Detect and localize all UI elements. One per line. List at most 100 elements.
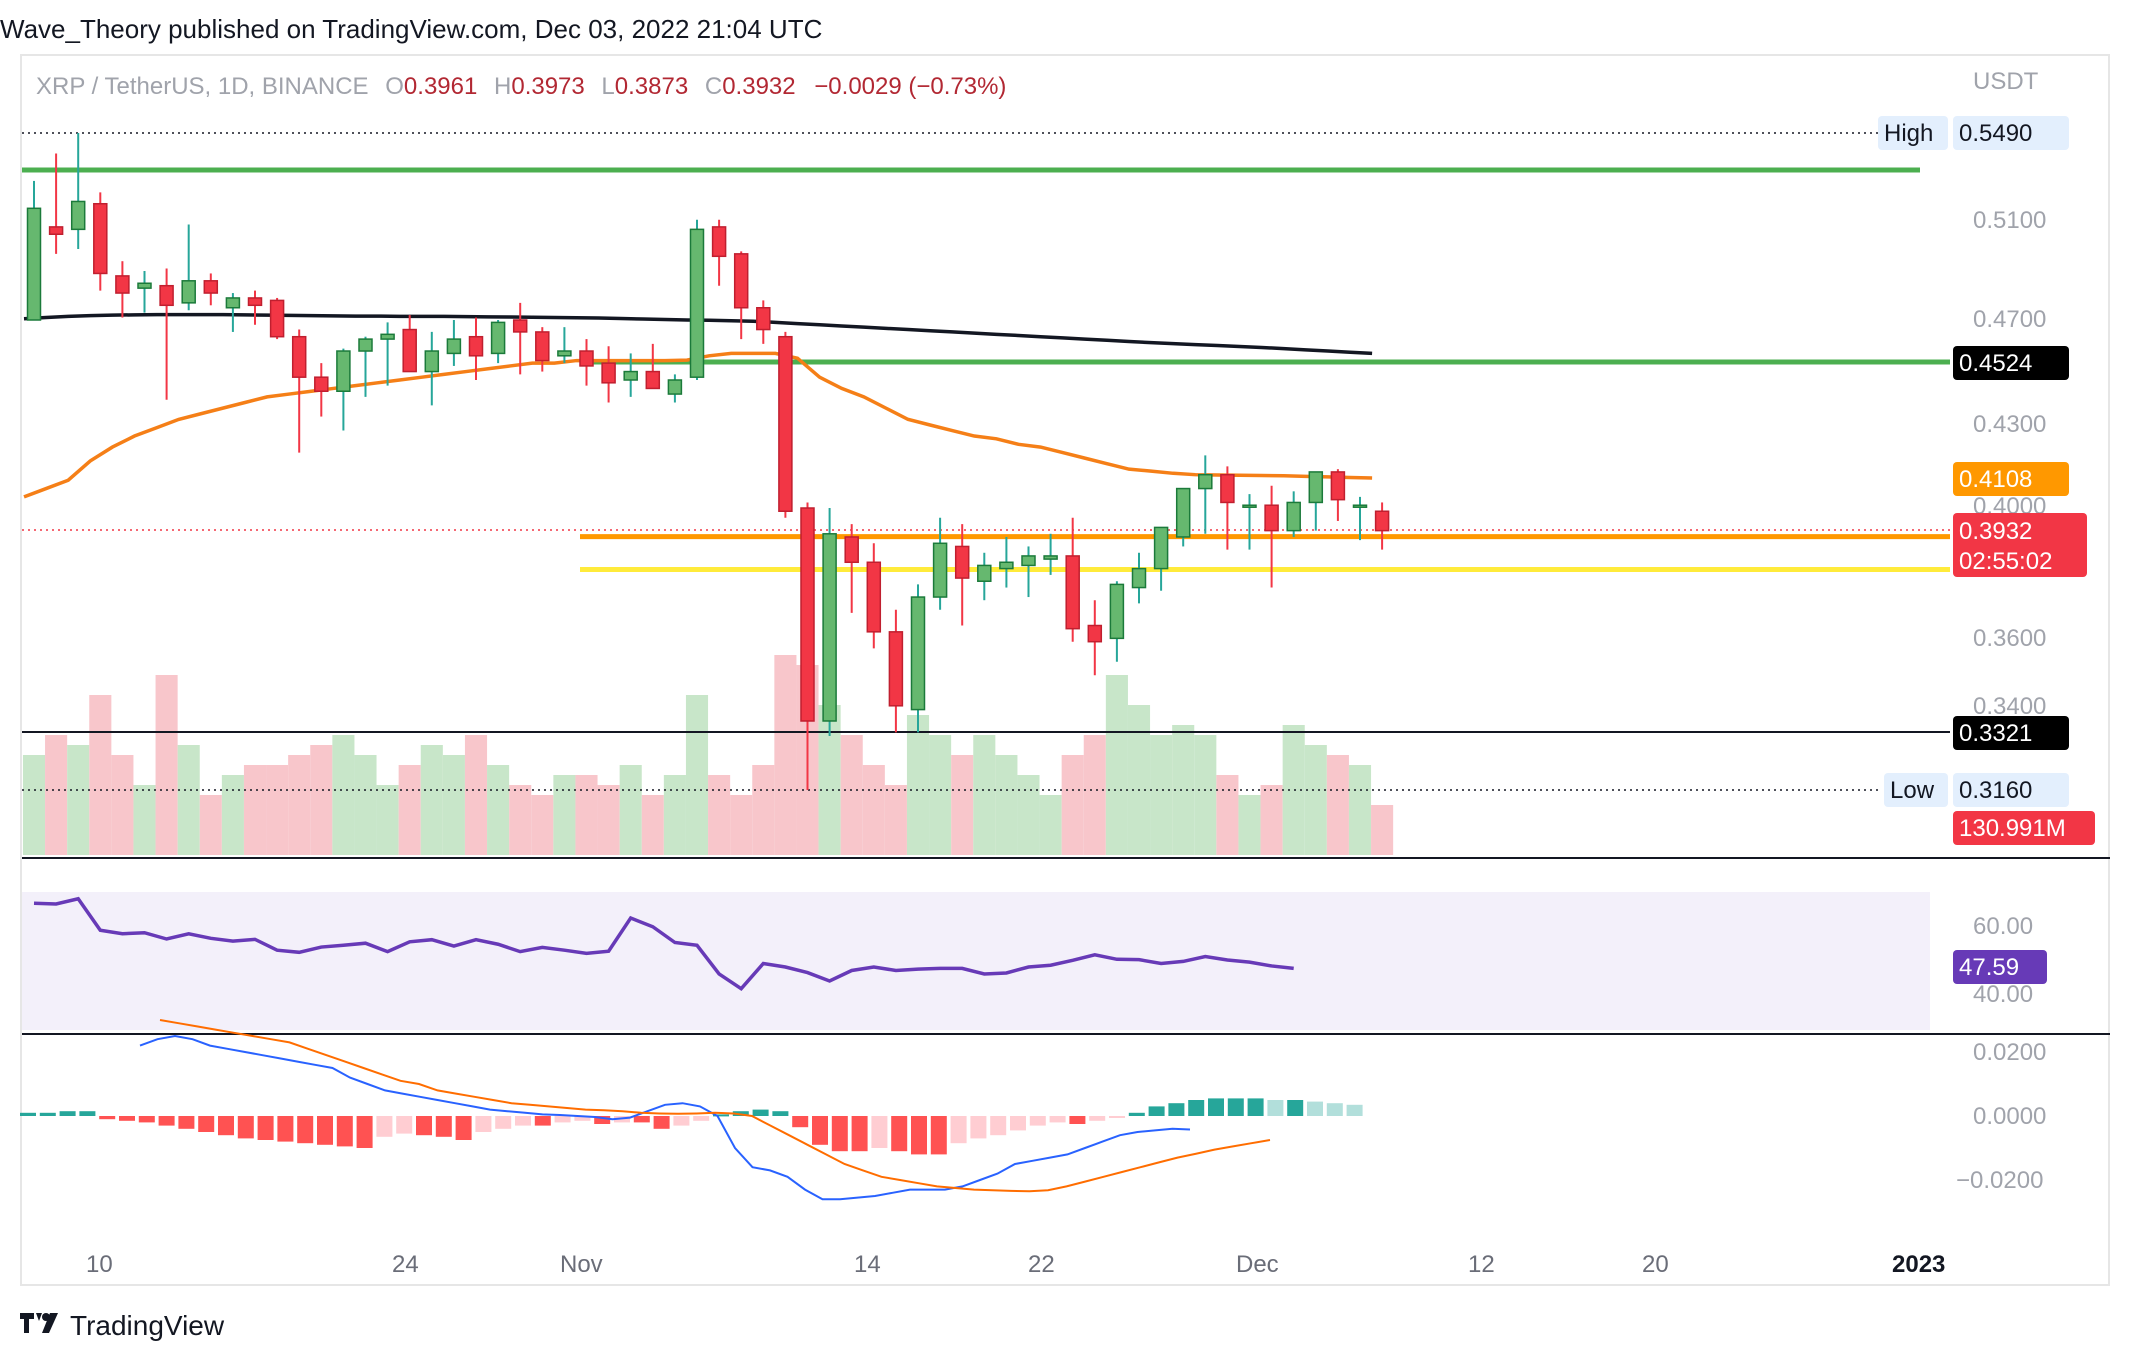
macd-histogram-bar [257, 1116, 274, 1140]
volume-bar [973, 735, 996, 855]
time-axis-tick: Nov [560, 1251, 603, 1278]
macd-histogram-bar [990, 1116, 1007, 1136]
volume-bar [509, 785, 532, 855]
candle [689, 219, 705, 380]
price-axis-unit: USDT [1973, 68, 2039, 95]
candle-body [48, 226, 64, 235]
candle-body [667, 379, 683, 395]
candle-body [645, 370, 661, 390]
macd-histogram-bar [178, 1116, 195, 1129]
candle-body [888, 631, 904, 707]
level-0.4524-label: 0.4524 [1959, 350, 2032, 377]
legend-open-value: 0.3961 [404, 73, 477, 100]
rsi-value-label: 47.59 [1959, 954, 2019, 981]
candle [1330, 469, 1346, 521]
volume-bar [1172, 725, 1195, 855]
candle-body [711, 226, 727, 258]
macd-histogram-bar [891, 1116, 908, 1152]
volume-bar [67, 745, 90, 855]
volume-bar [199, 795, 222, 855]
candle [866, 543, 882, 649]
candle-body [800, 507, 815, 722]
candle-body [822, 533, 837, 722]
macd-histogram-bar [396, 1116, 413, 1134]
macd-histogram-bar [871, 1116, 888, 1148]
volume-bar [597, 785, 620, 855]
candle [844, 524, 859, 613]
candle [1242, 494, 1257, 550]
macd-histogram-bar [772, 1111, 789, 1116]
candle [1087, 600, 1103, 676]
candle [800, 502, 815, 790]
macd-histogram-bar [1049, 1116, 1066, 1123]
volume-bar [1039, 795, 1062, 855]
candle [468, 317, 484, 380]
candle-body [26, 207, 42, 321]
volume-bar [1061, 755, 1084, 855]
axes-layer: USDT0.51000.47000.43000.40000.36000.3400… [86, 68, 2046, 1278]
volume-layer [22, 655, 1394, 855]
candle [888, 609, 904, 733]
macd-histogram-bar [950, 1116, 967, 1144]
candle-body [954, 545, 970, 579]
macd-histogram-bar [119, 1116, 135, 1121]
candle-body [203, 280, 219, 294]
candle-body [733, 253, 749, 309]
macd-line [139, 1034, 1191, 1201]
candle-body [601, 362, 616, 384]
volume-bar [663, 775, 686, 855]
volume-bar [1260, 785, 1283, 855]
candle-body [1286, 501, 1301, 532]
candle [115, 261, 130, 318]
candle [1131, 552, 1147, 604]
candle [159, 268, 174, 400]
price-axis-tick: 0.5100 [1973, 207, 2046, 234]
macd-pane [20, 1019, 1363, 1201]
volume-bar [133, 785, 156, 855]
candle-body [866, 561, 882, 633]
volume-value-label: 130.991M [1959, 815, 2066, 842]
high-value-label: 0.5490 [1959, 120, 2032, 147]
rsi-pane [22, 892, 2110, 1035]
candle-body [1021, 555, 1036, 567]
volume-bar [310, 745, 333, 855]
ma50-value-label: 0.4108 [1959, 466, 2032, 493]
candle-body [314, 376, 329, 392]
candle-body [535, 331, 550, 362]
macd-histogram-bar [851, 1116, 868, 1152]
macd-histogram-bar [673, 1116, 690, 1126]
candle [26, 180, 42, 321]
candle [1043, 533, 1058, 575]
candle [778, 331, 793, 518]
legend-open-label: O [385, 73, 404, 100]
macd-histogram-bar [1168, 1103, 1185, 1116]
price-labels-layer: High 0.5490 0.4524 0.4108 0.3932 02:55:02 0.33… [1878, 116, 2095, 984]
macd-histogram-bar [1346, 1104, 1363, 1116]
macd-histogram-bar [574, 1116, 591, 1121]
macd-histogram-bar [1188, 1100, 1205, 1116]
rsi-axis-tick: 60.00 [1973, 913, 2033, 940]
rsi-line [33, 896, 1294, 992]
legend-high-label: H [494, 73, 511, 100]
volume-bar [1238, 795, 1261, 855]
candle [623, 353, 638, 397]
volume-bar [376, 785, 399, 855]
candle [1308, 471, 1324, 531]
tradingview-logo-icon [20, 1310, 60, 1342]
price-axis-tick: 0.4300 [1973, 411, 2046, 438]
volume-bar [929, 735, 952, 855]
legend-change: −0.0029 (−0.73%) [814, 73, 1006, 100]
candle [601, 346, 616, 403]
macd-histogram-bar [297, 1116, 314, 1144]
candle [1109, 581, 1125, 662]
footer-brand[interactable]: TradingView [20, 1310, 224, 1342]
macd-histogram-bar [653, 1116, 670, 1129]
candle [645, 343, 661, 390]
candle [446, 320, 462, 366]
volume-bar [1127, 705, 1151, 855]
time-axis-tick: 22 [1028, 1251, 1055, 1278]
macd-histogram-bar [39, 1112, 56, 1116]
macd-histogram-bar [317, 1116, 333, 1145]
macd-histogram-bar [930, 1116, 947, 1155]
